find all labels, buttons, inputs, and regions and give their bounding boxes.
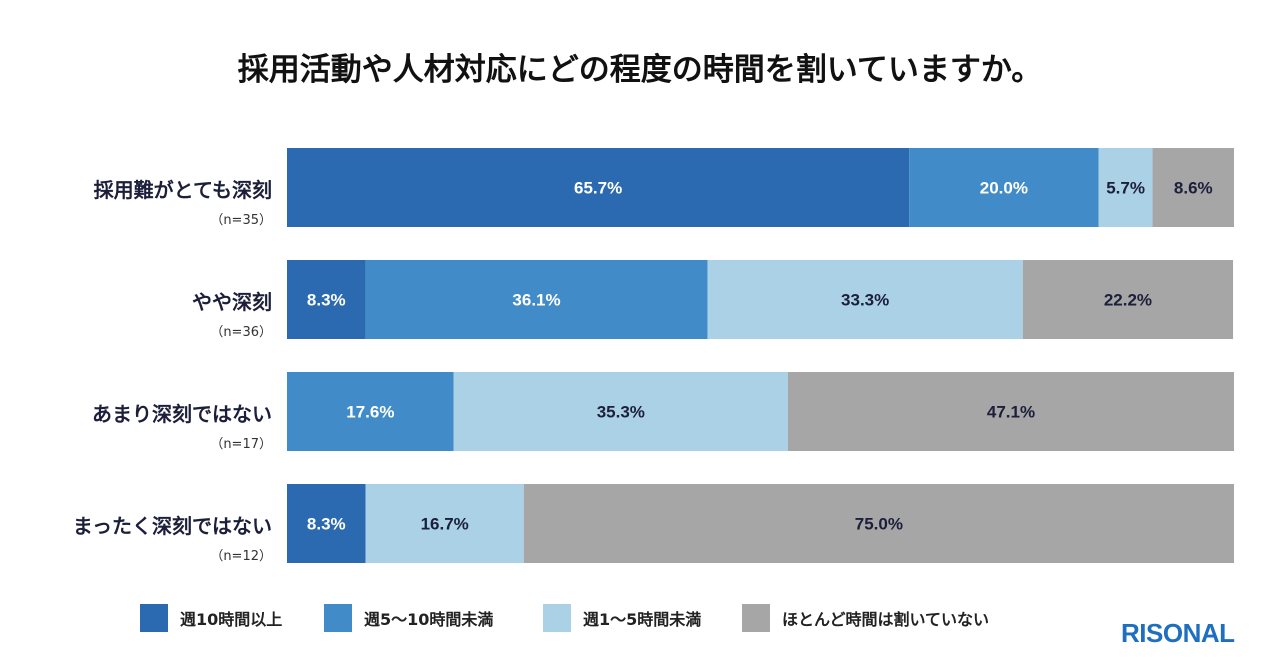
data-label: 36.1% <box>512 291 560 310</box>
bar-segment <box>523 484 1234 563</box>
category-label: あまり深刻ではない （n=17） <box>92 398 272 452</box>
legend-label: 週5～10時間未満 <box>364 610 494 629</box>
legend-swatch <box>140 604 168 632</box>
data-label: 8.6% <box>1174 179 1213 198</box>
category-n: （n=36） <box>210 325 272 340</box>
bar-segment <box>787 372 1234 451</box>
bar-segment <box>287 372 454 451</box>
category-n: （n=35） <box>210 213 272 228</box>
data-label: 5.7% <box>1106 179 1145 198</box>
legend-item: 週1～5時間未満 <box>543 604 701 632</box>
category-n: （n=12） <box>210 549 272 564</box>
bar-segment <box>707 260 1023 339</box>
category-name: あまり深刻ではない <box>92 402 272 426</box>
data-label: 75.0% <box>855 515 903 534</box>
category-name: まったく深刻ではない <box>72 514 272 538</box>
bar-segment <box>365 260 708 339</box>
data-label: 22.2% <box>1104 291 1152 310</box>
data-label: 17.6% <box>346 403 394 422</box>
legend-label: ほとんど時間は割いていない <box>782 610 990 629</box>
legend-item: 週5～10時間未満 <box>324 604 493 632</box>
chart-title: 採用活動や人材対応にどの程度の時間を割いていますか。 <box>237 52 1043 88</box>
data-label: 47.1% <box>987 403 1035 422</box>
bar-segment <box>1152 148 1234 227</box>
risonal-logo: RISONAL <box>1121 618 1235 648</box>
data-label: 33.3% <box>841 291 889 310</box>
legend-item: ほとんど時間は割いていない <box>742 604 989 632</box>
bar-segment <box>909 148 1099 227</box>
bar-segment <box>287 260 366 339</box>
category-label: 採用難がとても深刻 （n=35） <box>94 174 272 228</box>
data-label: 35.3% <box>597 403 645 422</box>
category-n: （n=17） <box>210 437 272 452</box>
category-label: まったく深刻ではない （n=12） <box>73 510 272 564</box>
category-name: 採用難がとても深刻 <box>93 178 272 202</box>
bar-segment <box>1098 148 1153 227</box>
bar-segment <box>365 484 524 563</box>
category-label: やや深刻 （n=36） <box>192 286 272 340</box>
bar-segment <box>1022 260 1234 339</box>
bar-segment <box>453 372 788 451</box>
data-label: 8.3% <box>307 291 346 310</box>
legend-swatch <box>324 604 352 632</box>
data-label: 65.7% <box>574 179 622 198</box>
legend-swatch <box>742 604 770 632</box>
data-label: 8.3% <box>307 515 346 534</box>
legend-swatch <box>543 604 571 632</box>
bar-segment <box>287 148 910 227</box>
category-name: やや深刻 <box>192 290 272 314</box>
bar-segment <box>287 484 366 563</box>
legend-label: 週1～5時間未満 <box>583 610 702 629</box>
legend-label: 週10時間以上 <box>180 610 283 629</box>
data-label: 16.7% <box>421 515 469 534</box>
data-label: 20.0% <box>980 179 1028 198</box>
legend-item: 週10時間以上 <box>140 604 282 632</box>
